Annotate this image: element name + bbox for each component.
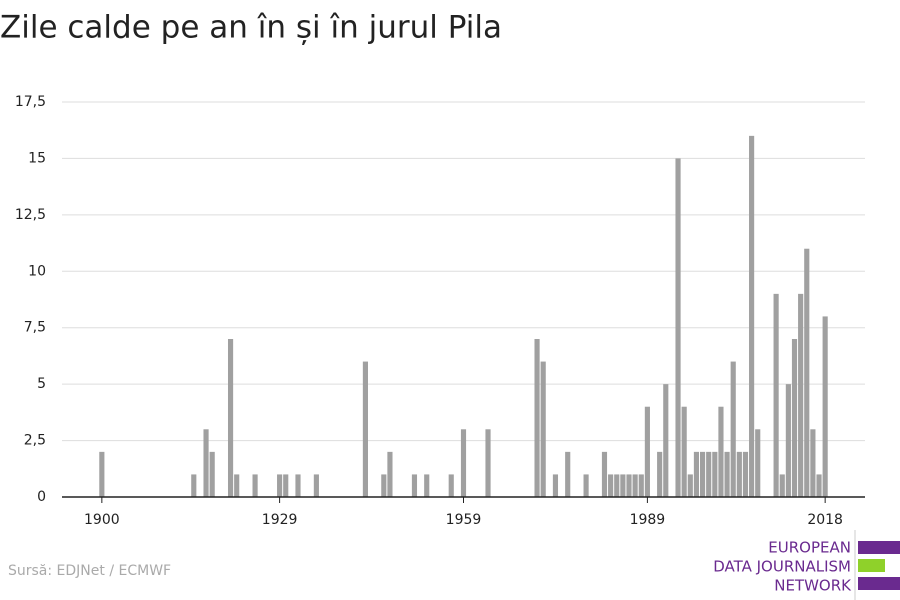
x-tick-label: 2018: [807, 512, 843, 528]
bar: [791, 339, 798, 497]
bar: [540, 361, 546, 497]
logo-bar: [858, 559, 885, 572]
bar: [749, 135, 755, 497]
bar: [485, 429, 491, 497]
bar: [816, 474, 822, 497]
bar: [804, 248, 810, 497]
bar: [681, 406, 687, 497]
x-tick-label: 1989: [630, 512, 666, 528]
bar: [614, 474, 620, 497]
bar: [675, 158, 681, 497]
x-tick-label: 1959: [446, 512, 482, 528]
logo-text: EUROPEAN: [768, 539, 851, 557]
x-tick-label: 1929: [262, 512, 298, 528]
bar: [191, 474, 197, 497]
y-tick-label: 5: [37, 376, 46, 392]
logo-bar: [858, 541, 900, 554]
bar: [295, 474, 301, 497]
bar: [693, 451, 700, 497]
bar: [785, 384, 791, 497]
bar: [209, 451, 215, 497]
bar: [424, 474, 430, 497]
bar: [626, 474, 632, 497]
bar: [822, 316, 828, 497]
y-tick-label: 12,5: [15, 207, 46, 223]
bar: [448, 474, 454, 497]
logo-bar: [858, 577, 900, 590]
y-tick-label: 0: [37, 489, 46, 505]
bar: [313, 474, 319, 497]
bar: [362, 361, 368, 497]
y-tick-label: 10: [28, 263, 46, 279]
bar: [227, 339, 234, 497]
bar: [203, 429, 209, 497]
bar: [632, 474, 638, 497]
bar: [234, 474, 240, 497]
chart-title: Zile calde pe an în și în jurul Pila: [0, 10, 502, 46]
bar: [663, 384, 669, 497]
bar: [460, 429, 467, 497]
logo-text: NETWORK: [774, 577, 852, 595]
bar: [583, 474, 589, 497]
bar: [798, 293, 804, 497]
bar: [534, 339, 540, 497]
bar: [411, 474, 418, 497]
bar: [381, 474, 387, 497]
bar: [755, 429, 761, 497]
bar: [644, 406, 650, 497]
source: Sursă: EDJNet / ECMWF: [8, 563, 171, 579]
bar: [387, 451, 393, 497]
bar: [620, 474, 626, 497]
y-tick-label: 2,5: [24, 433, 46, 449]
bar: [699, 451, 706, 497]
bar: [742, 451, 749, 497]
bar: [810, 429, 816, 497]
y-tick-label: 7,5: [24, 320, 46, 336]
bar: [712, 451, 718, 497]
bar: [657, 451, 663, 497]
bar: [252, 474, 258, 497]
bar: [724, 451, 730, 497]
bar: [99, 451, 105, 497]
y-tick-label: 15: [28, 150, 46, 166]
bar: [779, 474, 785, 497]
bar: [638, 474, 644, 497]
bar: [277, 474, 283, 497]
bar: [601, 451, 608, 497]
bar: [730, 361, 736, 497]
y-tick-label: 17,5: [15, 94, 46, 110]
bar: [706, 451, 712, 497]
bar: [773, 293, 779, 497]
bar: [736, 451, 742, 497]
bar: [718, 406, 724, 497]
bar: [283, 474, 289, 497]
x-tick-label: 1900: [84, 512, 120, 528]
logo-text: DATA JOURNALISM: [713, 558, 851, 576]
bar: [608, 474, 614, 497]
bar: [552, 474, 559, 497]
bar: [687, 474, 693, 497]
bar: [565, 451, 571, 497]
